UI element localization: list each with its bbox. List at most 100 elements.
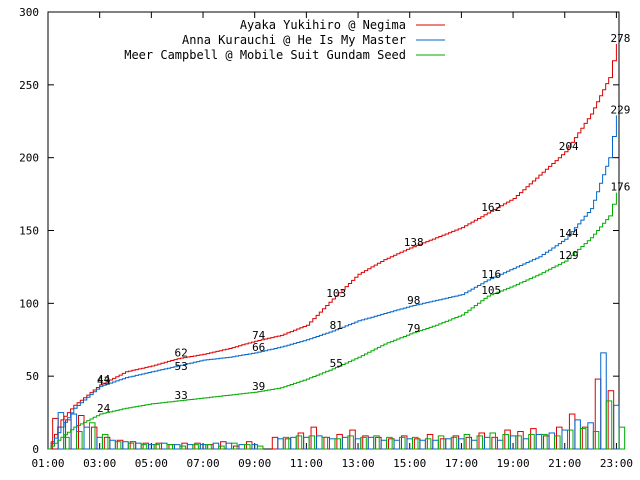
hourly-bar — [192, 444, 199, 450]
hourly-bar — [244, 444, 251, 450]
hourly-bar — [101, 433, 109, 450]
x-tick-label: 11:00 — [290, 457, 323, 470]
y-tick-label: 0 — [32, 443, 39, 456]
hourly-bar — [207, 444, 214, 450]
hourly-bar — [103, 436, 111, 450]
x-tick-label: 03:00 — [83, 457, 116, 470]
hourly-bar — [399, 436, 406, 450]
hourly-bar — [323, 436, 330, 450]
hourly-bar — [439, 438, 447, 450]
hourly-bar — [179, 445, 186, 450]
hourly-bar — [491, 436, 498, 450]
hourly-bar — [89, 422, 96, 450]
hourly-bar — [122, 441, 129, 450]
hourly-bar — [618, 426, 626, 450]
data-label: 62 — [175, 347, 188, 360]
data-label: 43 — [97, 374, 110, 387]
hourly-bar — [574, 419, 581, 450]
hourly-bar — [613, 404, 620, 450]
hourly-bar — [362, 435, 369, 450]
hourly-bar — [360, 436, 367, 450]
hourly-bar — [450, 436, 458, 450]
hourly-bar — [76, 431, 83, 450]
data-label: 39 — [252, 380, 265, 393]
plot-frame — [47, 11, 620, 450]
data-label: 129 — [559, 249, 579, 262]
data-label: 74 — [252, 329, 266, 342]
hourly-bar — [142, 442, 150, 450]
hourly-bar — [220, 441, 227, 450]
hourly-bar — [83, 426, 91, 450]
hourly-bar — [463, 433, 471, 450]
hourly-bar — [380, 439, 388, 450]
hourly-bar — [168, 444, 175, 450]
x-tick-label: 19:00 — [497, 457, 530, 470]
hourly-bar — [478, 432, 485, 450]
hourly-bar — [581, 426, 589, 450]
hourly-bar — [592, 431, 600, 450]
hourly-bar — [528, 433, 535, 450]
hourly-bar — [347, 435, 354, 450]
cumulative-lines — [48, 44, 617, 450]
hourly-bar — [114, 441, 122, 450]
hourly-bar — [419, 439, 426, 450]
hourly-bar — [109, 439, 116, 450]
data-label: 176 — [610, 181, 630, 194]
hourly-bar — [413, 438, 421, 450]
data-labels: 44 62 74 103 138 162 204 278 43 53 66 81 98 116 144 229… — [97, 32, 630, 415]
x-tick-label: 07:00 — [186, 457, 219, 470]
hourly-bar — [517, 431, 524, 450]
hourly-bar — [489, 432, 496, 450]
hourly-bar — [290, 436, 297, 450]
y-tick-label: 150 — [19, 225, 39, 238]
data-label: 105 — [481, 284, 501, 297]
hourly-bar — [336, 433, 343, 450]
hourly-bar — [284, 438, 292, 450]
data-label: 103 — [326, 287, 346, 300]
hourly-bar — [308, 435, 316, 450]
hourly-bar — [548, 432, 556, 450]
data-label: 79 — [407, 322, 420, 335]
data-label: 24 — [97, 402, 111, 415]
y-tick-label: 50 — [26, 370, 39, 383]
y-tick-label: 200 — [19, 152, 39, 165]
hourly-bar — [452, 435, 460, 450]
legend-entry-label: Meer Campbell @ Mobile Suit Gundam Seed — [124, 48, 406, 62]
hourly-bar — [465, 436, 473, 450]
hourly-bar — [600, 352, 607, 450]
hourly-bar — [127, 442, 135, 450]
hourly-bar — [155, 442, 163, 450]
hourly-bar — [426, 433, 434, 450]
hourly-bar — [231, 442, 238, 450]
x-tick-label: 13:00 — [341, 457, 374, 470]
hourly-bar — [400, 435, 408, 450]
x-tick-label: 21:00 — [548, 457, 581, 470]
hourly-bar — [555, 426, 563, 450]
hourly-bar — [166, 444, 174, 450]
hourly-bar — [295, 435, 303, 450]
cumulative-line — [48, 44, 617, 450]
hourly-bar — [205, 444, 212, 450]
hourly-bar — [341, 436, 349, 450]
data-label: 162 — [481, 201, 501, 214]
data-label: 144 — [559, 227, 579, 240]
y-tick-label: 100 — [19, 297, 39, 310]
hourly-bar — [245, 441, 253, 450]
hourly-bar — [238, 444, 246, 450]
hourly-bar — [504, 429, 511, 450]
hourly-bar — [173, 444, 181, 450]
hourly-bar — [386, 436, 393, 450]
x-tick-label: 09:00 — [238, 457, 271, 470]
data-label: 138 — [404, 236, 424, 249]
data-label: 81 — [330, 319, 343, 332]
hourly-bar — [328, 438, 336, 450]
hourly-bar — [388, 438, 395, 450]
x-tick-label: 15:00 — [393, 457, 426, 470]
hourly-bar — [445, 438, 452, 450]
x-tick-label: 23:00 — [600, 457, 633, 470]
legend-entry-label: Ayaka Yukihiro @ Negima — [240, 18, 406, 32]
cumulative-line — [48, 115, 617, 450]
hourly-bar — [594, 378, 602, 450]
